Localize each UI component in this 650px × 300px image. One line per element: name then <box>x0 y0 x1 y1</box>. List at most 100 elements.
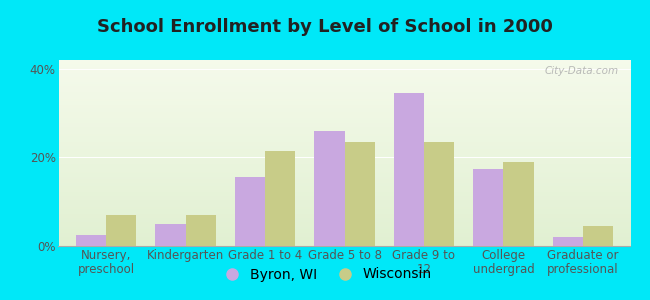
Bar <box>58 95 630 97</box>
Bar <box>58 155 630 157</box>
Text: City-Data.com: City-Data.com <box>545 66 619 76</box>
Bar <box>58 103 630 105</box>
Bar <box>58 147 630 149</box>
Bar <box>58 133 630 134</box>
Bar <box>58 90 630 92</box>
Bar <box>58 216 630 218</box>
Bar <box>58 181 630 183</box>
Bar <box>58 212 630 214</box>
Bar <box>58 62 630 64</box>
Bar <box>58 114 630 116</box>
Bar <box>58 86 630 88</box>
Bar <box>58 235 630 237</box>
Bar <box>76 235 106 246</box>
Bar <box>58 151 630 153</box>
Bar <box>58 106 630 108</box>
Bar <box>58 131 630 133</box>
Bar <box>58 222 630 224</box>
Bar <box>235 177 265 246</box>
Bar <box>58 88 630 90</box>
Legend: Byron, WI, Wisconsin: Byron, WI, Wisconsin <box>213 262 437 287</box>
Bar <box>58 229 630 231</box>
Bar <box>58 187 630 188</box>
Bar <box>58 118 630 119</box>
Bar <box>58 220 630 222</box>
Bar <box>58 80 630 82</box>
Bar <box>155 224 186 246</box>
Bar <box>58 122 630 123</box>
Bar <box>58 119 630 122</box>
Bar <box>424 142 454 246</box>
Bar <box>58 112 630 114</box>
Bar <box>58 238 630 240</box>
Bar <box>58 60 630 62</box>
Bar <box>58 218 630 220</box>
Bar <box>58 201 630 203</box>
Bar <box>58 116 630 118</box>
Bar <box>58 71 630 73</box>
Bar <box>58 64 630 66</box>
Bar <box>58 79 630 80</box>
Bar <box>58 149 630 151</box>
Bar <box>58 105 630 106</box>
Bar <box>58 240 630 242</box>
Bar <box>58 164 630 166</box>
Bar <box>265 151 295 246</box>
Bar <box>58 110 630 112</box>
Bar <box>58 136 630 138</box>
Bar <box>58 207 630 209</box>
Bar <box>58 153 630 155</box>
Bar <box>58 123 630 125</box>
Bar <box>58 82 630 84</box>
Bar <box>58 237 630 239</box>
Bar <box>106 215 136 246</box>
Bar <box>58 77 630 79</box>
Bar <box>58 194 630 196</box>
Bar <box>344 142 374 246</box>
Bar <box>186 215 216 246</box>
Bar <box>58 175 630 177</box>
Bar <box>58 101 630 103</box>
Bar <box>58 188 630 190</box>
Bar <box>58 203 630 205</box>
Bar <box>58 184 630 187</box>
Bar <box>58 160 630 162</box>
Bar <box>503 162 534 246</box>
Bar <box>58 68 630 69</box>
Bar <box>58 138 630 140</box>
Bar <box>58 146 630 147</box>
Bar <box>58 69 630 71</box>
Bar <box>58 209 630 211</box>
Bar <box>58 134 630 136</box>
Bar <box>58 226 630 227</box>
Bar <box>58 84 630 86</box>
Bar <box>58 196 630 198</box>
Bar <box>58 242 630 244</box>
Bar <box>552 237 583 246</box>
Bar <box>58 198 630 200</box>
Bar <box>58 92 630 94</box>
Bar <box>58 179 630 181</box>
Bar <box>58 157 630 159</box>
Bar <box>58 94 630 95</box>
Bar <box>58 173 630 175</box>
Bar <box>58 190 630 192</box>
Bar <box>58 170 630 172</box>
Bar <box>58 129 630 131</box>
Bar <box>58 205 630 207</box>
Bar <box>315 131 344 246</box>
Bar <box>58 224 630 226</box>
Bar <box>58 108 630 110</box>
Bar <box>58 200 630 201</box>
Bar <box>583 226 613 246</box>
Bar <box>58 233 630 235</box>
Bar <box>58 214 630 216</box>
Bar <box>58 227 630 229</box>
Bar <box>58 177 630 179</box>
Bar <box>394 93 424 246</box>
Bar <box>58 125 630 127</box>
Bar <box>58 231 630 233</box>
Bar <box>58 172 630 173</box>
Bar <box>58 159 630 161</box>
Bar <box>58 97 630 99</box>
